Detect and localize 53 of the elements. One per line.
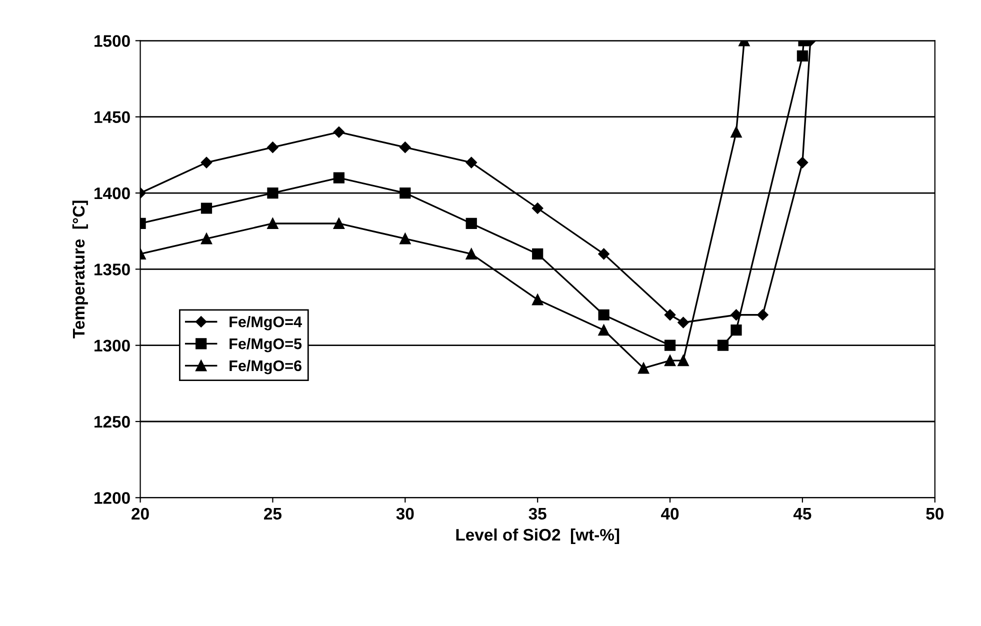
point: [730, 126, 742, 138]
point: [466, 218, 477, 230]
y-tick-label: 1350: [94, 264, 130, 276]
y-tick-label: 1450: [94, 111, 130, 124]
x-tick-label: 30: [396, 508, 414, 520]
point: [717, 340, 729, 351]
point: [730, 309, 742, 320]
legend-label: Fe/MgO=5: [230, 338, 302, 352]
point: [664, 340, 676, 351]
point: [267, 187, 278, 199]
point: [757, 309, 768, 320]
point: [333, 172, 344, 184]
y-tick-label: 1200: [94, 492, 130, 504]
point: [466, 156, 477, 168]
point: [267, 218, 278, 230]
point: [333, 218, 344, 230]
point: [678, 355, 689, 366]
point: [532, 202, 544, 214]
x-tick-label: 20: [132, 508, 149, 520]
point: [400, 187, 411, 199]
point: [532, 248, 544, 260]
point: [598, 248, 610, 260]
point: [796, 50, 808, 62]
point: [400, 233, 411, 244]
legend-label: Fe/MgO=4: [230, 316, 302, 330]
point: [267, 142, 278, 153]
y-tick-label: 1500: [94, 35, 130, 47]
point: [664, 309, 676, 320]
point: [638, 362, 650, 374]
y-tick-label: 1400: [94, 187, 130, 200]
point: [796, 156, 808, 168]
point: [400, 142, 411, 153]
y-axis-title: Temperature [°C]: [72, 200, 88, 338]
y-tick-label: 1300: [94, 340, 130, 352]
legend-label: Fe/MgO=6: [230, 360, 302, 374]
x-tick-label: 35: [528, 508, 546, 520]
point: [200, 233, 212, 244]
point: [466, 248, 477, 260]
point: [333, 126, 345, 138]
point: [200, 202, 212, 214]
point: [730, 324, 742, 336]
x-tick-label: 50: [926, 508, 944, 520]
point: [598, 309, 610, 320]
x-tick-label: 45: [793, 508, 812, 520]
x-tick-label: 40: [661, 508, 679, 520]
y-tick-label: 1250: [94, 416, 130, 428]
point: [678, 316, 689, 328]
point: [598, 324, 610, 336]
x-axis-title: Level of SiO2 [wt-%]: [456, 528, 620, 544]
point: [664, 355, 676, 366]
point: [200, 156, 212, 168]
x-tick-label: 25: [264, 508, 282, 520]
point: [532, 294, 544, 306]
